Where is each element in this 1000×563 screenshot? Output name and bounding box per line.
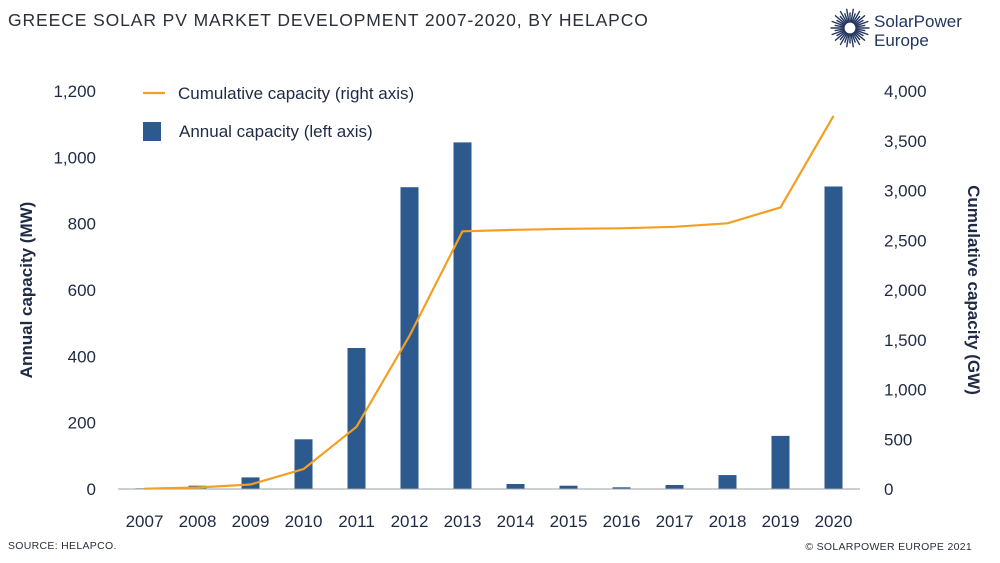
legend-bar-swatch <box>143 122 161 141</box>
sunburst-ray <box>836 19 846 26</box>
x-tick-label: 2018 <box>709 512 747 531</box>
sunburst-ray <box>850 8 854 23</box>
y-right-tick-label: 500 <box>884 430 912 449</box>
sunburst-ray <box>839 31 847 41</box>
logo-line-2: Europe <box>874 31 929 50</box>
sunburst-ray <box>852 10 861 24</box>
sunburst-ray <box>834 28 845 32</box>
solarpower-europe-logo: SolarPower Europe <box>830 6 990 62</box>
y-left-tick-label: 0 <box>87 480 96 499</box>
x-tick-label: 2019 <box>762 512 800 531</box>
y-left-tick-label: 400 <box>68 347 96 366</box>
sunburst-ray <box>853 15 861 25</box>
y-right-tick-labels: 0 500 1,000 1,500 2,000 2,500 3,000 3,500 4,000 <box>884 82 927 499</box>
sunburst-ray <box>839 10 848 24</box>
legend-label-cumulative: Cumulative capacity (right axis) <box>178 84 414 103</box>
y-left-tick-label: 600 <box>68 281 96 300</box>
sunburst-ray <box>839 32 848 46</box>
bar-annual-2012 <box>400 187 419 489</box>
sunburst-ray <box>844 13 849 24</box>
x-tick-label: 2013 <box>444 512 482 531</box>
logo-line-1: SolarPower <box>874 12 962 31</box>
sunburst-ray <box>834 15 847 25</box>
y-left-tick-label: 200 <box>68 414 96 433</box>
sunburst-ray <box>831 29 846 36</box>
y-left-tick-label: 1,200 <box>53 82 96 101</box>
sunburst-ray <box>834 24 845 28</box>
sunburst-ray <box>844 32 849 43</box>
x-tick-label: 2015 <box>550 512 588 531</box>
y-right-tick-label: 4,000 <box>884 82 927 101</box>
bar-annual-2020 <box>824 186 843 489</box>
sunburst-ray <box>853 31 861 41</box>
y-right-tick-label: 1,000 <box>884 381 927 400</box>
sunburst-ray <box>853 31 866 41</box>
legend: Cumulative capacity (right axis) Annual … <box>143 84 414 141</box>
sunburst-ray <box>834 31 847 41</box>
x-tick-label: 2007 <box>126 512 164 531</box>
sunburst-ray <box>850 33 854 48</box>
sunburst-ray <box>854 20 869 27</box>
sunburst-icon <box>830 8 870 48</box>
bar-annual-2014 <box>506 484 525 489</box>
y-right-tick-label: 2,000 <box>884 281 927 300</box>
sunburst-ray <box>836 30 846 37</box>
y-left-tick-labels: 0 200 400 600 800 1,000 1,200 <box>53 82 96 499</box>
sunburst-ray <box>855 28 866 32</box>
bar-annual-2010 <box>294 439 313 490</box>
x-tick-label: 2011 <box>338 512 375 531</box>
y-left-tick-label: 800 <box>68 215 96 234</box>
sunburst-ray <box>854 19 864 26</box>
sunburst-ray <box>839 15 847 25</box>
copyright-note: © SOLARPOWER EUROPE 2021 <box>805 541 972 553</box>
bar-annual-2019 <box>771 435 790 489</box>
sunburst-ray <box>851 32 856 43</box>
y-right-tick-label: 3,500 <box>884 132 927 151</box>
x-tick-label: 2014 <box>497 512 535 531</box>
bar-annual-2016 <box>612 487 631 489</box>
x-tick-label: 2008 <box>179 512 217 531</box>
x-tick-label: 2012 <box>391 512 429 531</box>
chart-title: GREECE SOLAR PV MARKET DEVELOPMENT 2007-… <box>8 10 649 30</box>
bar-annual-2018 <box>718 475 737 489</box>
x-tick-label: 2009 <box>232 512 270 531</box>
sunburst-ray <box>855 24 866 28</box>
sunburst-ray <box>851 13 856 24</box>
sunburst-ray <box>846 33 850 48</box>
y-right-axis-title: Cumulative capacity (GW) <box>964 185 983 395</box>
series-line-cumulative <box>144 115 835 490</box>
sunburst-ray <box>831 20 846 27</box>
sunburst-ray <box>846 8 850 23</box>
bar-annual-2011 <box>347 348 366 489</box>
bar-annual-2013 <box>453 142 472 489</box>
x-tick-labels: 2007 2008 2009 2010 2011 2012 2013 2014 2015 2016… <box>126 512 853 531</box>
sunburst-ray <box>853 15 866 25</box>
bar-annual-2009 <box>241 477 260 489</box>
sunburst-ray <box>854 30 864 37</box>
y-left-axis-title: Annual capacity (MW) <box>17 202 36 379</box>
sunburst-ray <box>852 32 861 46</box>
x-tick-label: 2017 <box>656 512 694 531</box>
source-note: SOURCE: HELAPCO. <box>8 540 117 552</box>
y-right-tick-label: 3,000 <box>884 182 927 201</box>
y-right-tick-label: 0 <box>884 480 893 499</box>
bar-annual-2017 <box>665 485 684 489</box>
y-right-tick-label: 2,500 <box>884 231 927 250</box>
logo-text: SolarPower Europe <box>874 12 962 50</box>
x-tick-label: 2010 <box>285 512 323 531</box>
sunburst-ray <box>854 29 869 36</box>
y-left-tick-label: 1,000 <box>53 148 96 167</box>
bar-annual-2015 <box>559 485 578 489</box>
legend-label-annual: Annual capacity (left axis) <box>179 122 373 141</box>
x-tick-label: 2020 <box>815 512 853 531</box>
y-right-tick-label: 1,500 <box>884 331 927 350</box>
x-tick-label: 2016 <box>603 512 641 531</box>
bars-group <box>135 142 843 490</box>
